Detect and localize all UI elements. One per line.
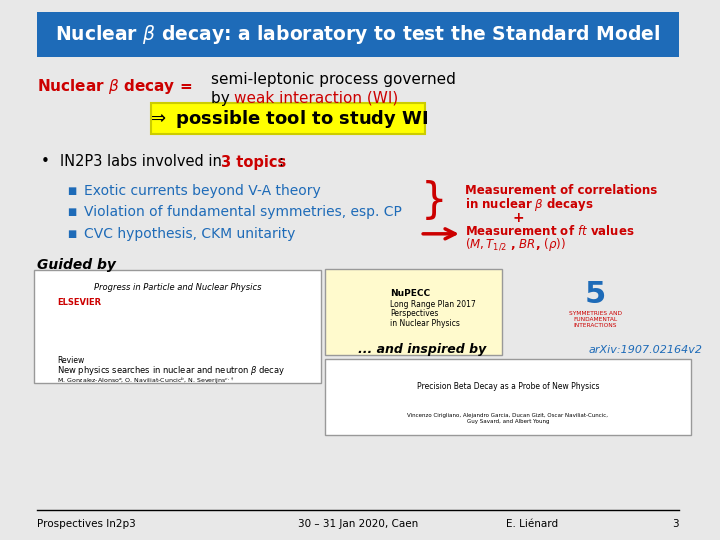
Text: Guided by: Guided by (37, 258, 116, 272)
Text: Precision Beta Decay as a Probe of New Physics: Precision Beta Decay as a Probe of New P… (417, 382, 599, 390)
FancyBboxPatch shape (37, 12, 679, 57)
Text: Measurement of $ft$ values: Measurement of $ft$ values (465, 224, 634, 238)
Text: CVC hypothesis, CKM unitarity: CVC hypothesis, CKM unitarity (84, 227, 295, 241)
Text: Nuclear $\beta$ decay: a laboratory to test the Standard Model: Nuclear $\beta$ decay: a laboratory to t… (55, 23, 661, 46)
Text: ■: ■ (67, 229, 76, 239)
Text: }: } (420, 180, 446, 222)
Text: SYMMETRIES AND
FUNDAMENTAL
INTERACTIONS: SYMMETRIES AND FUNDAMENTAL INTERACTIONS (569, 312, 622, 328)
FancyBboxPatch shape (150, 103, 425, 134)
Text: by: by (211, 91, 235, 106)
Text: semi-leptonic process governed: semi-leptonic process governed (211, 72, 456, 87)
FancyBboxPatch shape (325, 359, 691, 435)
Text: Violation of fundamental symmetries, esp. CP: Violation of fundamental symmetries, esp… (84, 205, 402, 219)
Text: $\Rightarrow$ possible tool to study WI: $\Rightarrow$ possible tool to study WI (147, 108, 428, 130)
Text: 5: 5 (585, 280, 606, 309)
Text: in nuclear $\beta$ decays: in nuclear $\beta$ decays (465, 195, 594, 213)
Text: Nuclear $\beta$ decay =: Nuclear $\beta$ decay = (37, 77, 192, 96)
Text: New physics searches in nuclear and neutron $\beta$ decay: New physics searches in nuclear and neut… (57, 364, 285, 377)
Text: ■: ■ (67, 207, 76, 217)
Text: 3: 3 (672, 519, 679, 529)
Text: NuPECC: NuPECC (390, 289, 431, 298)
Text: ... and inspired by: ... and inspired by (358, 343, 486, 356)
Text: IN2P3 labs involved in: IN2P3 labs involved in (60, 154, 227, 170)
FancyBboxPatch shape (34, 270, 321, 383)
Text: Prospectives In2p3: Prospectives In2p3 (37, 519, 136, 529)
Text: weak interaction (WI): weak interaction (WI) (234, 91, 399, 106)
Text: 30 – 31 Jan 2020, Caen: 30 – 31 Jan 2020, Caen (298, 519, 418, 529)
FancyBboxPatch shape (325, 269, 502, 355)
Text: arXiv:1907.02164v2: arXiv:1907.02164v2 (589, 345, 703, 355)
Text: ■: ■ (67, 186, 76, 195)
Text: 3 topics: 3 topics (221, 154, 286, 170)
Text: Progress in Particle and Nuclear Physics: Progress in Particle and Nuclear Physics (94, 283, 261, 292)
Text: Review: Review (57, 356, 84, 364)
Text: •: • (40, 154, 49, 170)
Text: in Nuclear Physics: in Nuclear Physics (390, 319, 460, 328)
Text: Vincenzo Cirigliano, Alejandro Garcia, Ducan Gizit, Oscar Naviliat-Cuncic,
Guy S: Vincenzo Cirigliano, Alejandro Garcia, D… (408, 413, 608, 424)
Text: Long Range Plan 2017: Long Range Plan 2017 (390, 300, 476, 308)
Text: ELSEVIER: ELSEVIER (57, 298, 102, 307)
Text: :: : (278, 154, 283, 170)
FancyArrowPatch shape (423, 229, 455, 239)
Text: +: + (513, 211, 524, 225)
Text: M. Gonzalez-Alonso$^a$, O. Naviliat-Cuncic$^b$, N. Severijns$^{c,\dagger}$: M. Gonzalez-Alonso$^a$, O. Naviliat-Cunc… (57, 376, 235, 387)
Text: E. Liénard: E. Liénard (506, 519, 558, 529)
Text: Exotic currents beyond V-A theory: Exotic currents beyond V-A theory (84, 184, 320, 198)
Text: Measurement of correlations: Measurement of correlations (465, 184, 657, 197)
Text: $(M, T_{1/2}$ , $BR$, $(\rho))$: $(M, T_{1/2}$ , $BR$, $(\rho))$ (465, 237, 566, 253)
Text: Perspectives: Perspectives (390, 309, 438, 318)
